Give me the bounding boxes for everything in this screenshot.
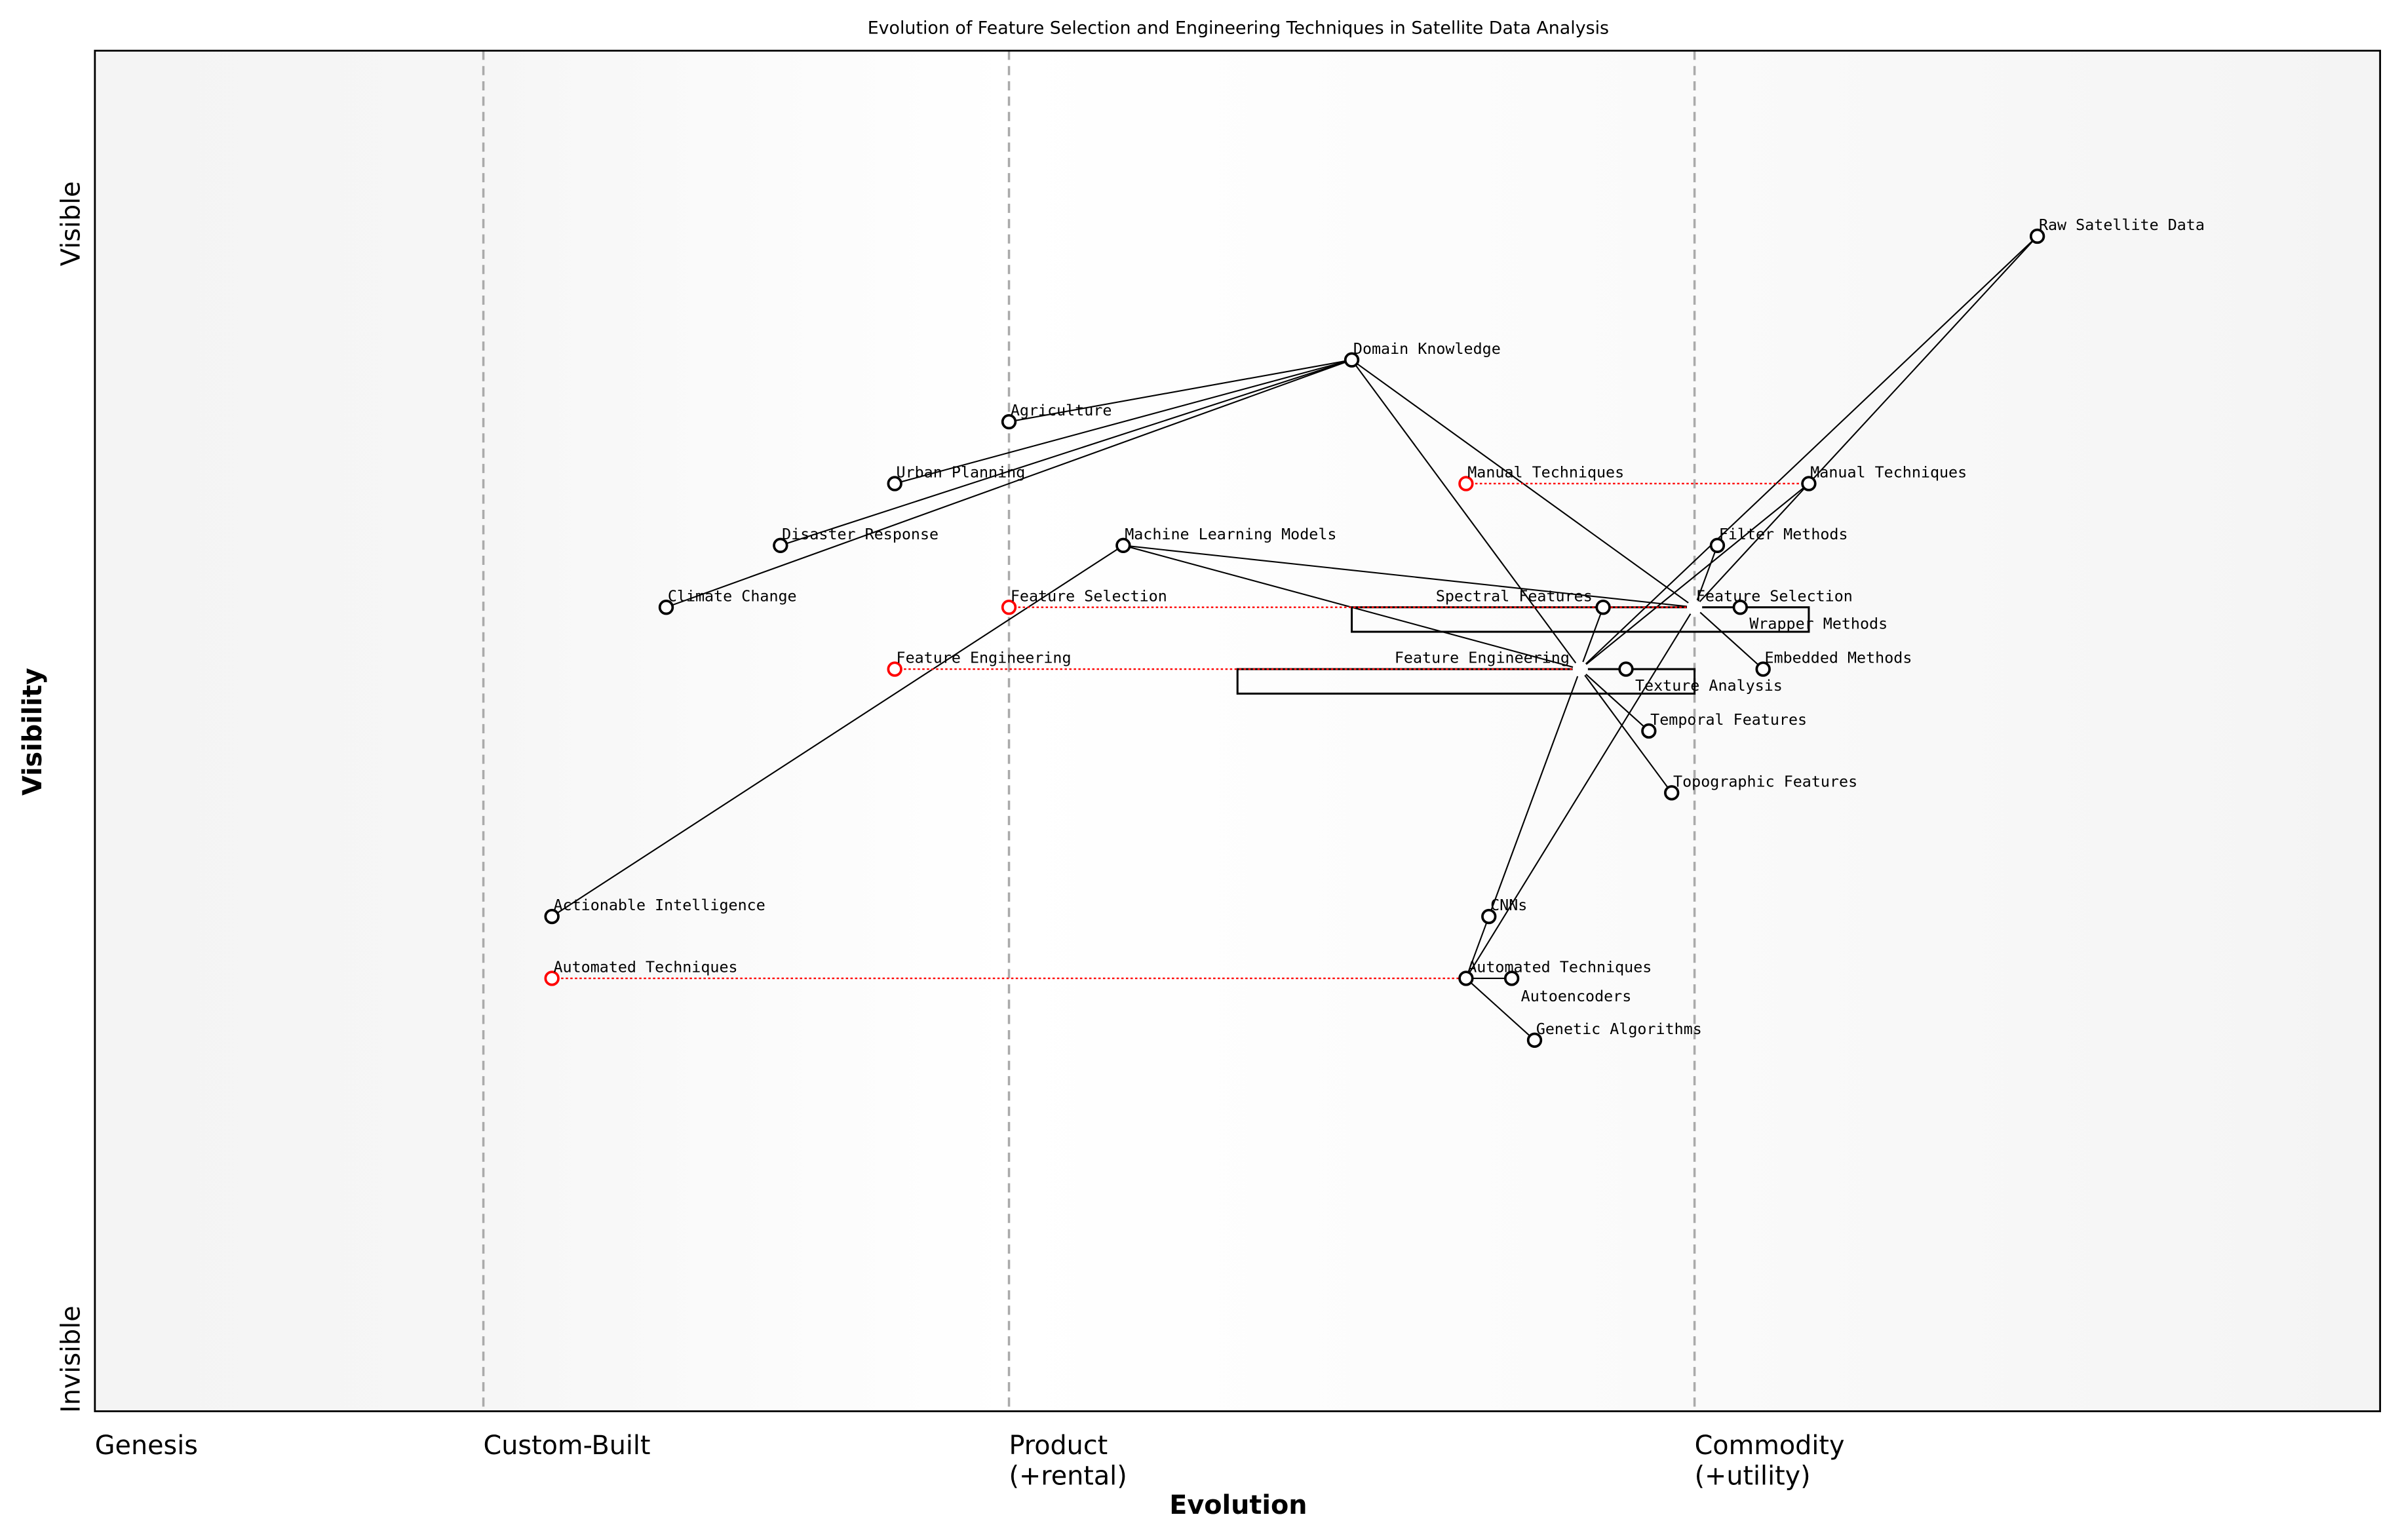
edge-fe-manual [1579, 483, 1810, 670]
stage-label: Commodity (+utility) [1695, 1431, 1845, 1492]
node-temporal [1641, 723, 1657, 739]
node-label: Manual Techniques [1810, 463, 1967, 482]
node-spectral [1595, 600, 1611, 615]
edge-auto-cnns [1465, 916, 1490, 979]
edge-ml-fe [1123, 545, 1581, 670]
plot-area [94, 50, 2380, 1412]
node-cnns [1481, 908, 1497, 925]
edge-fe-spectral [1579, 607, 1604, 670]
node-label: Actionable Intelligence [554, 896, 765, 914]
edge-auto-genetic [1465, 978, 1536, 1041]
node-climate [658, 600, 674, 615]
stage-label: Custom-Built [484, 1431, 651, 1461]
node-label: Climate Change [668, 587, 797, 605]
edge-fe-temporal [1579, 668, 1650, 732]
node-label: Raw Satellite Data [2039, 216, 2205, 234]
edge-dk-disaster [780, 359, 1352, 547]
node-auto [1458, 971, 1474, 986]
node-wrapper [1732, 600, 1749, 615]
edge-dk-climate [666, 359, 1352, 608]
node-label: Wrapper Methods [1749, 614, 1887, 632]
node-label: Feature Engineering [1395, 649, 1570, 667]
evolved-node [1001, 600, 1017, 615]
chart-title: Evolution of Feature Selection and Engin… [868, 18, 1609, 39]
edge-dk-urban [894, 359, 1352, 484]
node-label: Topographic Features [1673, 772, 1857, 790]
plot-frame [94, 49, 2382, 1412]
y-axis-label: Visibility [18, 668, 48, 796]
edge-raw-manual [1808, 235, 2038, 484]
edge-dk-agri [1009, 359, 1352, 423]
node-label: Disaster Response [782, 525, 939, 543]
hidden-node [1686, 600, 1703, 615]
evolved-node [887, 661, 902, 677]
edge-fe-cnns [1488, 668, 1581, 917]
node-label: Genetic Algorithms [1536, 1020, 1702, 1038]
hidden-node [1572, 661, 1588, 677]
evolved-node-label: Feature Engineering [897, 649, 1072, 667]
node-agri [1001, 414, 1017, 430]
node-autoenc [1503, 971, 1520, 986]
stage-label: Product (+rental) [1009, 1431, 1127, 1492]
node-dk [1344, 352, 1360, 368]
node-texture [1618, 661, 1634, 677]
node-manual [1801, 476, 1817, 491]
node-topo [1664, 785, 1680, 801]
edge-raw-fe [1579, 235, 2038, 670]
evolved-node-label: Automated Techniques [554, 958, 738, 976]
y-label-visible: Visible [56, 181, 86, 266]
node-label: Domain Knowledge [1353, 339, 1501, 358]
evolved-node-label: Manual Techniques [1467, 463, 1624, 482]
node-ml [1115, 537, 1131, 554]
node-label: Machine Learning Models [1125, 525, 1336, 543]
node-label: CNNs [1490, 896, 1527, 914]
evolved-node [1458, 476, 1474, 491]
node-raw [2029, 228, 2045, 244]
edge-fs-embedded [1694, 606, 1764, 670]
evolved-node [544, 971, 560, 986]
node-genetic [1526, 1032, 1543, 1048]
node-label: Filter Methods [1719, 525, 1848, 543]
node-label: Embedded Methods [1765, 649, 1912, 667]
edge-fs-auto [1465, 607, 1695, 979]
y-label-invisible: Invisible [56, 1305, 86, 1413]
node-label: Spectral Features [1436, 587, 1593, 605]
evolved-node-label: Feature Selection [1011, 587, 1167, 605]
edge-dk-fe [1351, 359, 1581, 670]
edge-fs-manual [1694, 483, 1810, 608]
node-urban [887, 476, 902, 491]
node-label: Agriculture [1011, 401, 1112, 419]
node-act [544, 908, 560, 925]
node-label: Texture Analysis [1635, 676, 1783, 695]
node-label: Autoencoders [1521, 987, 1632, 1005]
node-label: Temporal Features [1650, 710, 1807, 729]
node-embedded [1755, 661, 1771, 677]
node-label: Automated Techniques [1467, 958, 1652, 976]
node-disaster [773, 537, 788, 554]
node-label: Feature Selection [1696, 587, 1853, 605]
node-label: Urban Planning [897, 463, 1026, 482]
stage-label: Genesis [95, 1431, 198, 1461]
x-axis-label: Evolution [1169, 1490, 1307, 1520]
node-filter [1709, 537, 1726, 554]
edge-fe-topo [1579, 668, 1673, 794]
edge-fs-filter [1694, 545, 1718, 608]
edge-ml-fs [1123, 545, 1695, 608]
